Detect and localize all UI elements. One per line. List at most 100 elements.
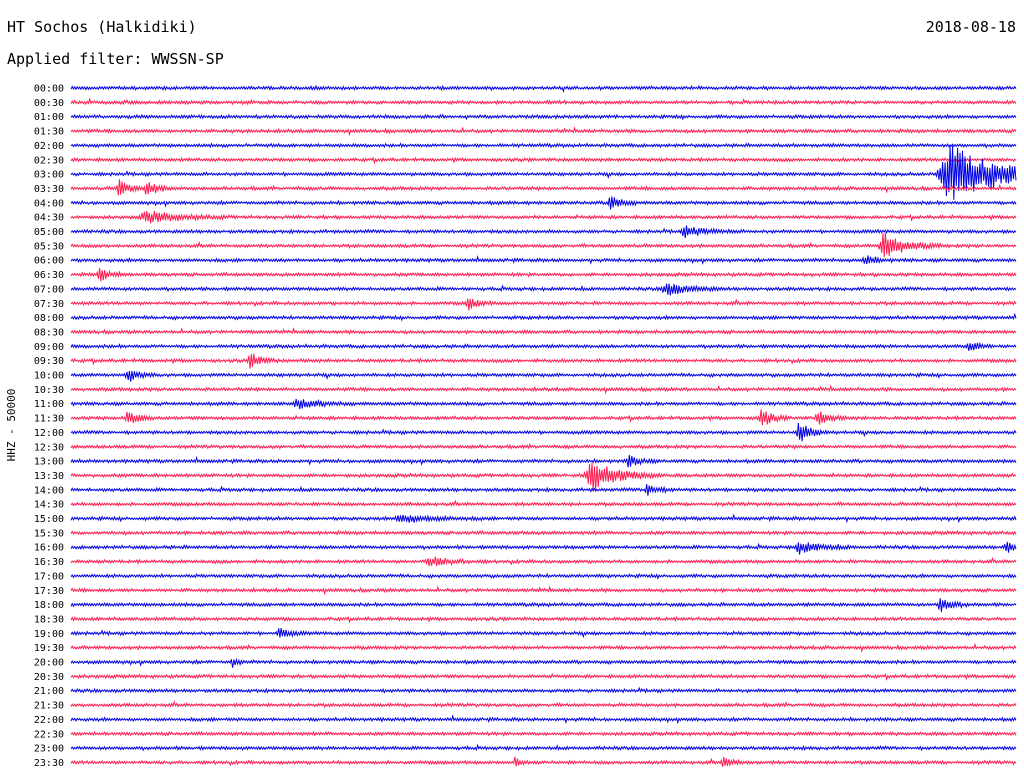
seismic-trace [70, 327, 1017, 336]
time-tick-label: 23:30 [34, 758, 64, 769]
time-tick-label: 14:30 [34, 500, 64, 511]
time-tick-label: 10:00 [34, 371, 64, 382]
trace-group [70, 84, 1017, 767]
seismic-trace [70, 268, 1017, 282]
time-tick-label: 06:00 [34, 256, 64, 267]
station-title: HT Sochos (Halkidiki) [7, 18, 197, 36]
seismic-trace [70, 743, 1017, 752]
date-label: 2018-08-18 [925, 18, 1016, 36]
seismic-trace [70, 628, 1017, 639]
time-tick-label: 10:30 [34, 385, 64, 396]
seismic-trace [70, 598, 1017, 613]
time-tick-label: 14:00 [34, 485, 64, 496]
time-tick-label: 09:00 [34, 342, 64, 353]
time-tick-label: 07:00 [34, 284, 64, 295]
seismic-trace [70, 126, 1017, 137]
seismic-trace [70, 353, 1017, 369]
time-tick-label: 06:30 [34, 270, 64, 281]
time-tick-label: 12:00 [34, 428, 64, 439]
time-tick-label: 21:00 [34, 686, 64, 697]
time-tick-label: 18:00 [34, 600, 64, 611]
seismic-trace [70, 657, 1017, 668]
time-tick-label: 19:30 [34, 643, 64, 654]
seismic-trace [70, 156, 1017, 165]
time-tick-label: 22:00 [34, 715, 64, 726]
time-tick-label: 04:00 [34, 198, 64, 209]
seismic-trace [70, 513, 1017, 524]
seismic-trace [70, 196, 1017, 210]
time-tick-label: 19:00 [34, 629, 64, 640]
time-tick-label: 20:30 [34, 672, 64, 683]
time-tick-label: 11:30 [34, 414, 64, 425]
time-tick-label: 18:30 [34, 614, 64, 625]
seismic-trace [70, 210, 1017, 224]
time-tick-label: 03:00 [34, 170, 64, 181]
seismic-trace [70, 298, 1017, 311]
seismic-trace [70, 686, 1017, 694]
time-tick-label: 15:00 [34, 514, 64, 525]
seismic-trace [70, 225, 1017, 239]
seismic-trace [70, 529, 1017, 537]
seismic-trace [70, 615, 1017, 624]
seismic-trace [70, 756, 1017, 767]
time-tick-label: 08:00 [34, 313, 64, 324]
time-tick-label: 09:30 [34, 356, 64, 367]
seismic-trace [70, 179, 1017, 196]
time-tick-label: 15:30 [34, 528, 64, 539]
time-tick-label: 03:30 [34, 184, 64, 195]
time-tick-label: 08:30 [34, 327, 64, 338]
seismic-trace [70, 370, 1017, 382]
seismic-trace [70, 572, 1017, 580]
time-tick-label: 20:00 [34, 658, 64, 669]
time-tick-label: 17:30 [34, 586, 64, 597]
time-tick-label: 05:00 [34, 227, 64, 238]
seismic-trace [70, 232, 1017, 258]
time-tick-label: 13:30 [34, 471, 64, 482]
time-tick-label: 05:30 [34, 241, 64, 252]
seismic-trace [70, 97, 1017, 106]
seismic-trace [70, 484, 1017, 496]
seismic-trace [70, 145, 1017, 200]
seismic-trace [70, 113, 1017, 121]
channel-axis-label: HHZ - 50000 [5, 389, 18, 462]
seismic-trace [70, 499, 1017, 508]
seismic-trace [70, 255, 1017, 266]
seismic-trace [70, 398, 1017, 410]
time-tick-label: 01:30 [34, 127, 64, 138]
seismic-trace [70, 643, 1017, 653]
seismic-trace [70, 341, 1017, 351]
time-tick-label: 02:30 [34, 155, 64, 166]
time-tick-labels: 00:00 00:30 01:00 01:30 02:00 02:30 03:00 03:30… [34, 84, 64, 769]
seismic-trace [70, 672, 1017, 682]
seismic-trace [70, 142, 1017, 149]
seismic-trace [70, 556, 1017, 567]
time-tick-label: 11:00 [34, 399, 64, 410]
seismic-trace [70, 585, 1017, 596]
time-tick-label: 12:30 [34, 442, 64, 453]
seismic-trace [70, 714, 1017, 725]
filter-label: Applied filter: WWSSN-SP [7, 50, 224, 68]
seismic-trace [70, 454, 1017, 468]
seismic-trace [70, 422, 1017, 442]
time-tick-label: 07:30 [34, 299, 64, 310]
seismic-trace [70, 84, 1017, 94]
seismic-trace [70, 283, 1017, 296]
time-tick-label: 01:00 [34, 112, 64, 123]
time-tick-label: 00:00 [34, 84, 64, 95]
time-tick-label: 13:00 [34, 457, 64, 468]
seismic-trace [70, 409, 1017, 426]
time-tick-label: 21:30 [34, 701, 64, 712]
time-tick-label: 23:00 [34, 744, 64, 755]
time-tick-label: 17:00 [34, 571, 64, 582]
seismic-trace [70, 730, 1017, 737]
time-tick-label: 00:30 [34, 98, 64, 109]
seismic-trace [70, 442, 1017, 450]
seismic-trace [70, 312, 1017, 322]
seismic-trace [70, 541, 1017, 555]
time-tick-label: 16:30 [34, 557, 64, 568]
seismic-trace [70, 462, 1017, 492]
seismic-trace [70, 700, 1017, 709]
time-tick-label: 22:30 [34, 729, 64, 740]
seismic-trace [70, 384, 1017, 395]
